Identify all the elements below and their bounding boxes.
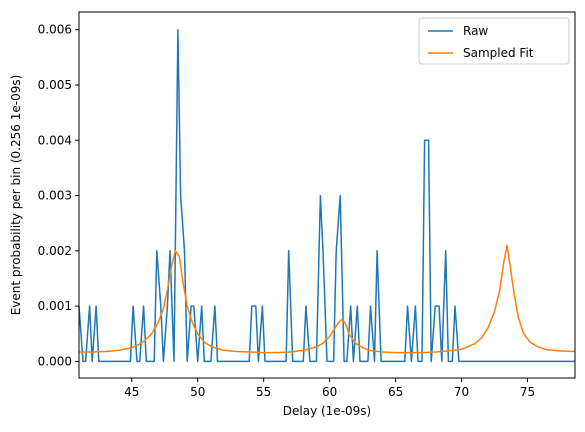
y-tick-label: 0.000 xyxy=(38,354,72,368)
plot-frame xyxy=(78,11,576,379)
y-tick-label: 0.004 xyxy=(38,133,72,147)
series-line-sampled-fit xyxy=(79,244,576,354)
x-tick-label: 50 xyxy=(190,385,205,399)
y-tick-label: 0.006 xyxy=(38,23,72,37)
legend-label-sampled-fit: Sampled Fit xyxy=(463,46,534,60)
legend-label-raw: Raw xyxy=(463,24,488,38)
x-tick-label: 45 xyxy=(124,385,139,399)
y-tick-label: 0.001 xyxy=(38,299,72,313)
x-axis-label: Delay (1e-09s) xyxy=(283,404,371,418)
legend: Raw Sampled Fit xyxy=(418,17,570,65)
series-line-raw xyxy=(78,28,575,363)
legend-box xyxy=(418,17,570,65)
x-tick-label: 55 xyxy=(256,385,271,399)
y-tick-label: 0.003 xyxy=(38,189,72,203)
y-tick-label: 0.005 xyxy=(38,78,72,92)
y-axis-label: Event probability per bin (0.256 1e-09s) xyxy=(9,75,23,316)
x-axis-ticks: 45 50 55 60 65 70 75 xyxy=(124,378,535,399)
y-tick-label: 0.002 xyxy=(38,244,72,258)
x-tick-label: 70 xyxy=(454,385,469,399)
series-layer xyxy=(78,28,576,363)
y-axis-ticks: 0.000 0.001 0.002 0.003 0.004 0.005 0.006 xyxy=(38,23,79,368)
plot-background xyxy=(79,12,575,378)
x-tick-label: 60 xyxy=(322,385,337,399)
x-tick-label: 75 xyxy=(520,385,535,399)
x-tick-label: 65 xyxy=(388,385,403,399)
